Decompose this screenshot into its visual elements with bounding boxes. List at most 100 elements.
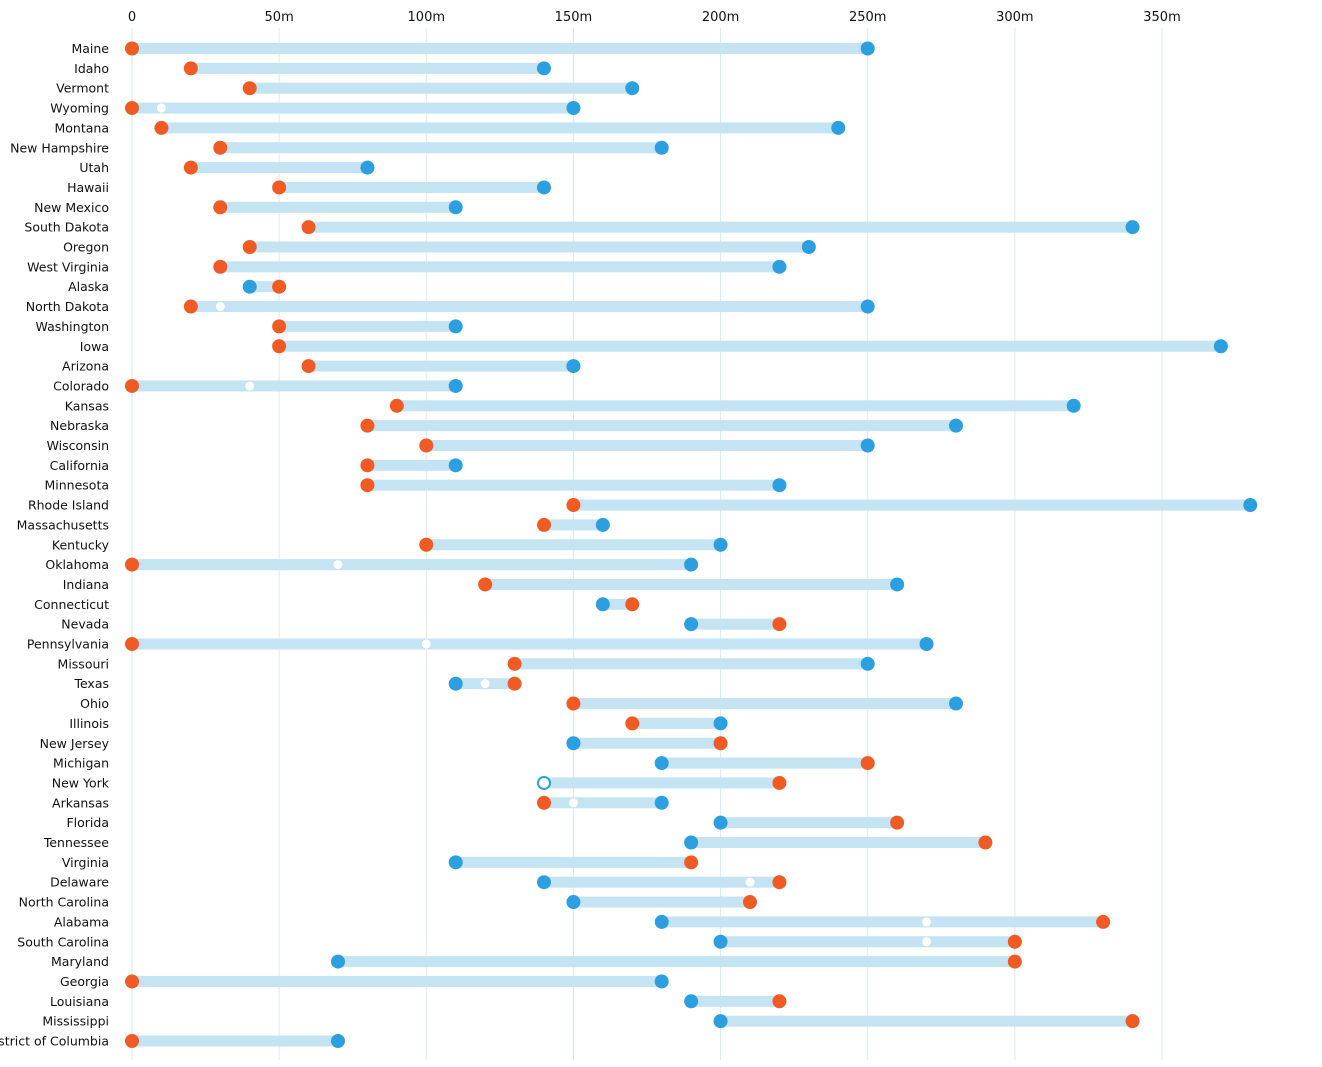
x-tick-label: 150m [555, 10, 592, 25]
range-bar [367, 479, 780, 491]
blue-marker [713, 716, 728, 731]
orange-marker [272, 339, 287, 354]
orange-marker [242, 81, 257, 96]
range-bar [132, 102, 574, 114]
blue-marker [772, 259, 787, 274]
chart-row: Oklahoma [45, 557, 699, 572]
chart-row: Georgia [60, 974, 669, 989]
row-label: Georgia [60, 974, 109, 989]
range-bar [544, 876, 780, 888]
blue-marker [566, 895, 581, 910]
blue-marker [566, 101, 581, 116]
blue-marker [860, 438, 875, 453]
blue-marker [654, 756, 669, 771]
row-label: Iowa [80, 339, 109, 354]
blue-marker [1243, 498, 1258, 513]
row-label: Oklahoma [45, 557, 109, 572]
blue-marker [684, 835, 699, 850]
row-label: Nevada [61, 617, 109, 632]
chart-row: Indiana [63, 577, 905, 592]
blue-marker [360, 160, 375, 175]
chart-row: Oregon [63, 240, 816, 255]
orange-marker [301, 359, 316, 374]
x-axis-ticks: 0 50m 100m 150m 200m 250m 300m 350m [128, 10, 1181, 25]
row-label: Alaska [68, 279, 109, 294]
row-label: Washington [36, 319, 109, 334]
chart-row: Missouri [58, 656, 875, 671]
row-label: New Jersey [40, 736, 110, 751]
blue-marker [654, 795, 669, 810]
blue-marker [448, 458, 463, 473]
chart-row: Kentucky [52, 537, 728, 552]
blue-marker [684, 617, 699, 632]
chart-row: Florida [66, 815, 905, 830]
chart-row: Washington [36, 319, 463, 334]
orange-marker [772, 994, 787, 1009]
chart-row: Wisconsin [47, 438, 875, 453]
row-label: Tennessee [43, 835, 109, 850]
orange-marker [125, 974, 139, 989]
chart-row: Alaska [68, 279, 287, 294]
midpoint-marker [421, 639, 431, 649]
x-tick-label: 300m [996, 10, 1033, 25]
chart-row: Utah [79, 160, 375, 175]
chart-row: Virginia [62, 855, 699, 870]
blue-marker [448, 378, 463, 393]
orange-marker [860, 756, 875, 771]
orange-marker [360, 418, 375, 433]
chart-row: Montana [55, 120, 846, 135]
chart-rows: Maine Idaho Vermont Wyoming Montana New Hamps… [0, 41, 1258, 1049]
chart-row: Rhode Island [28, 498, 1258, 513]
orange-marker [125, 557, 139, 572]
row-label: Florida [66, 815, 109, 830]
range-bar [279, 320, 456, 332]
range-bar [190, 162, 368, 174]
row-label: Maryland [51, 954, 109, 969]
row-label: Vermont [56, 81, 109, 96]
range-bar [544, 519, 603, 531]
blue-marker [713, 934, 728, 949]
row-label: Texas [73, 676, 109, 691]
range-bar [249, 281, 280, 293]
range-bar [367, 459, 456, 471]
blue-marker [625, 81, 640, 96]
blue-marker [654, 914, 669, 929]
midpoint-marker [333, 560, 343, 570]
orange-marker [1096, 914, 1111, 929]
chart-row: South Dakota [24, 220, 1140, 235]
chart-row: Tennessee [43, 835, 993, 850]
blue-marker [654, 974, 669, 989]
midpoint-marker [480, 679, 490, 689]
range-bar [691, 837, 986, 848]
range-bar [573, 698, 956, 710]
range-bar [602, 598, 633, 610]
chart-row: Arizona [62, 359, 581, 374]
chart-row: Minnesota [44, 478, 787, 493]
orange-marker [389, 398, 404, 413]
blue-marker [537, 180, 551, 195]
chart-row: istrict of Columbia [0, 1034, 345, 1049]
chart-row: Alabama [54, 914, 1111, 929]
orange-marker [272, 279, 287, 294]
range-bar [720, 936, 1015, 948]
orange-marker [183, 160, 198, 175]
range-bar [249, 82, 633, 94]
orange-marker [183, 299, 198, 314]
orange-marker [890, 815, 905, 830]
orange-marker [213, 200, 228, 215]
row-label: Montana [55, 120, 110, 135]
orange-marker [272, 319, 287, 334]
range-bar [573, 499, 1251, 511]
chart-row: Nevada [61, 617, 787, 632]
row-label: Colorado [53, 378, 109, 393]
orange-marker [213, 259, 228, 274]
orange-marker [1125, 1014, 1140, 1029]
blue-marker [919, 637, 934, 651]
chart-row: New Jersey [40, 736, 728, 751]
midpoint-marker [922, 937, 932, 947]
blue-marker [448, 855, 463, 870]
chart-row: New Hampshire [10, 140, 669, 155]
row-label: West Virginia [27, 259, 109, 274]
blue-marker [713, 815, 728, 830]
orange-marker [507, 656, 522, 671]
